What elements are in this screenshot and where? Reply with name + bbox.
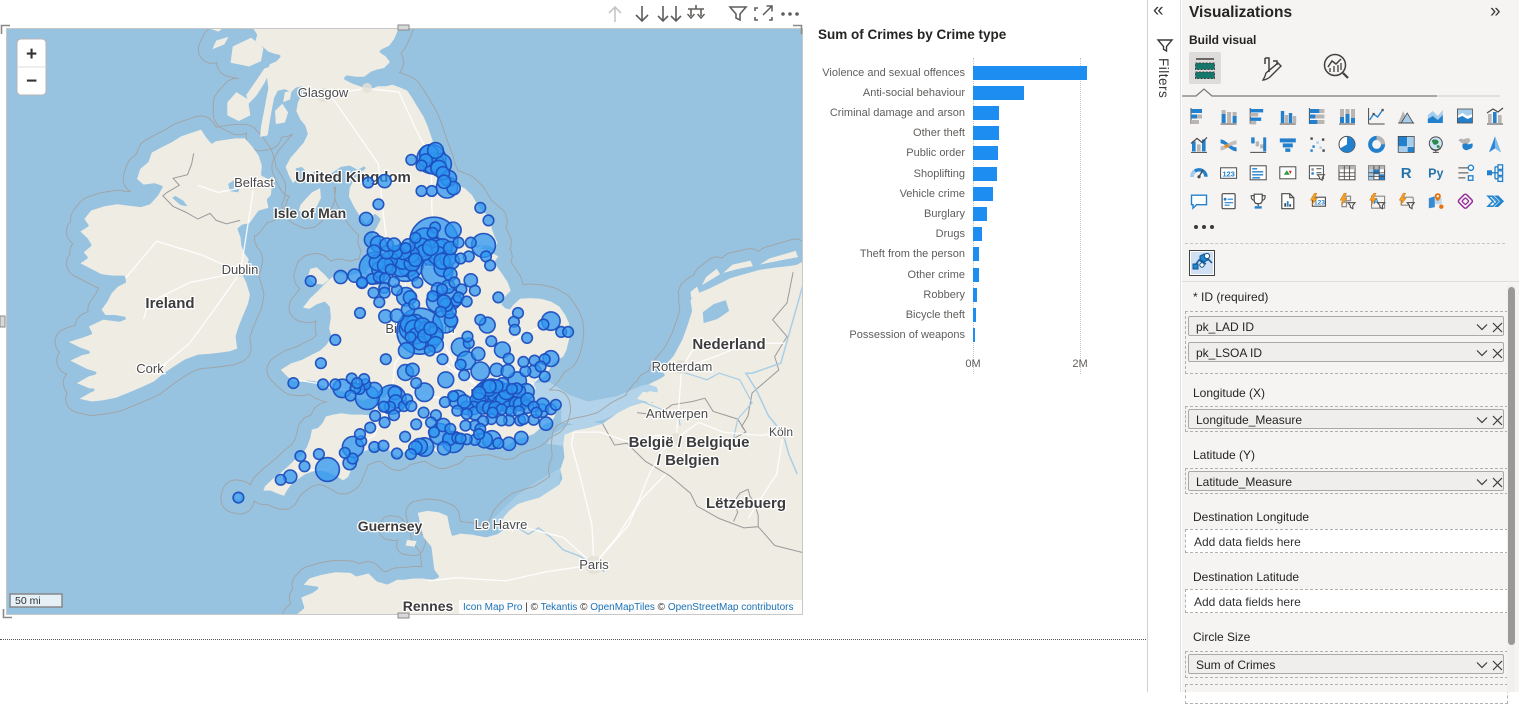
svg-text:Lëtzebuerg: Lëtzebuerg [706,495,786,512]
svg-text:Nederland: Nederland [692,336,765,353]
svg-text:Rotterdam: Rotterdam [652,359,713,374]
svg-text:Cork: Cork [136,361,164,376]
svg-text:Glasgow: Glasgow [298,85,349,100]
svg-text:Isle of Man: Isle of Man [274,205,346,221]
svg-text:123: 123 [1222,169,1235,178]
svg-text:+: + [26,44,37,65]
svg-text:Rennes: Rennes [403,598,454,614]
svg-text:50 mi: 50 mi [15,595,41,607]
svg-text:Paris: Paris [579,557,609,572]
svg-text:Ireland: Ireland [145,295,194,312]
svg-text:A: A [1373,197,1379,206]
svg-text:−: − [26,71,37,92]
svg-text:R: R [1401,165,1412,182]
svg-text:Köln: Köln [769,425,793,439]
svg-text:België / Belgique: België / Belgique [629,434,750,451]
svg-text:123: 123 [1314,200,1325,207]
svg-text:Py: Py [1428,166,1443,180]
svg-text:United Kingdom: United Kingdom [295,169,411,186]
svg-text:Belfast: Belfast [234,175,274,190]
svg-text:Le Havre: Le Havre [475,517,528,532]
svg-text:Guernsey: Guernsey [358,518,423,534]
svg-text:Antwerpen: Antwerpen [646,406,708,421]
svg-text:Icon Map Pro | © Tekantis © Op: Icon Map Pro | © Tekantis © OpenMapTiles… [463,602,793,613]
svg-text:Dublin: Dublin [222,262,259,277]
svg-text:/ Belgien: / Belgien [657,452,720,469]
